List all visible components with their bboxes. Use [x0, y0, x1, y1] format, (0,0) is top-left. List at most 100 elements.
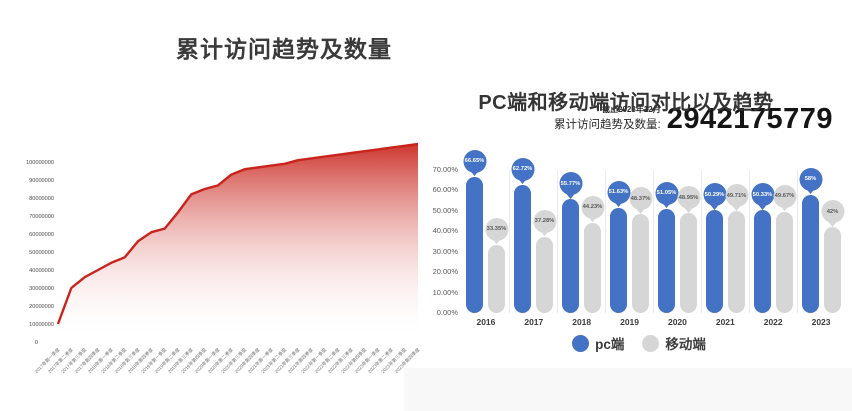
bar-y-axis: 0.00% 10.00% 20.00% 30.00% 40.00% 50.00% 60.00…	[428, 165, 458, 317]
mobile-bar-2018	[584, 222, 601, 313]
legend-label: pc端	[595, 337, 625, 352]
pc-bar-2019	[610, 207, 627, 313]
legend-marker-icon	[572, 334, 590, 352]
mobile-bar-col: 37.28%	[533, 170, 556, 313]
pc-bar-2021	[706, 210, 723, 313]
mobile-bar-2021	[728, 211, 745, 313]
value-balloon: 50.33%	[751, 183, 774, 207]
mobile-bar-2016	[488, 244, 505, 313]
value-balloon: 37.28%	[533, 209, 556, 233]
stat-label: 累计访问趋势及数量:	[554, 119, 661, 131]
y-tick-label: 60000000	[29, 232, 54, 238]
year-group-2017: 62.72% 37.28%	[509, 157, 557, 313]
legend-marker-icon	[642, 334, 660, 352]
bar-y-tick-label: 40.00%	[432, 226, 458, 236]
bar-y-tick-label: 70.00%	[432, 165, 458, 174]
year-label: 2022	[763, 317, 783, 327]
value-balloon: 48.95%	[677, 186, 700, 209]
pc-bar-2022	[754, 210, 771, 313]
mobile-bar-2022	[776, 211, 793, 313]
value-balloon: 49.67%	[773, 184, 796, 208]
bar-y-tick-label: 0.00%	[436, 308, 458, 317]
pc-bar-col: 50.33%	[751, 170, 774, 313]
year-label: 2018	[572, 317, 592, 327]
y-tick-label: 70000000	[29, 214, 54, 220]
year-group-2016: 66.65% 33.35%	[462, 149, 509, 313]
cumulative-stat: 截止2023年12月 累计访问趋势及数量: 2942175779	[554, 103, 833, 136]
mobile-bar-col: 42%	[821, 170, 844, 313]
bar-y-tick-label: 20.00%	[432, 267, 458, 277]
pc-bar-2023	[802, 194, 819, 313]
value-balloon: 48.37%	[629, 187, 652, 211]
mobile-bar-col: 49.67%	[773, 170, 796, 313]
year-group-2020: 51.05% 48.95%	[653, 170, 701, 313]
year-group-2019: 51.63% 48.37%	[605, 170, 653, 313]
pc-bar-2017	[514, 184, 531, 313]
bar-y-tick-label: 60.00%	[432, 185, 458, 195]
y-tick-label: 0	[35, 340, 38, 346]
year-label: 2016	[476, 317, 496, 327]
pc-bar-col: 55.77%	[559, 170, 582, 313]
stat-caption: 截止2023年12月	[602, 105, 661, 114]
value-balloon: 55.77%	[559, 172, 582, 196]
year-label: 2023	[811, 317, 831, 327]
cumulative-area-chart: 0 10000000 20000000 30000000 40000000 5000000…	[26, 142, 422, 375]
y-tick-label: 80000000	[29, 196, 54, 202]
mobile-bar-col: 48.37%	[629, 170, 652, 313]
mobile-bar-col: 33.35%	[485, 170, 508, 313]
year-label: 2019	[620, 317, 640, 327]
legend-item: pc端	[572, 333, 624, 353]
stat-value: 2942175779	[666, 103, 833, 136]
pc-bar-col: 51.05%	[655, 170, 678, 313]
legend: pc端 移动端	[426, 333, 852, 353]
value-balloon: 44.23%	[581, 195, 604, 219]
year-group-2018: 55.77% 44.23%	[557, 170, 605, 313]
year-label: 2017	[524, 317, 544, 327]
y-tick-label: 100000000	[26, 160, 54, 166]
footer-band	[404, 368, 852, 411]
mobile-bar-col: 48.95%	[677, 170, 700, 313]
pc-bar-col: 51.63%	[607, 170, 630, 313]
value-balloon: 51.05%	[655, 181, 678, 205]
area-fill	[58, 144, 418, 342]
value-balloon: 66.65%	[463, 149, 486, 173]
mobile-bar-2023	[824, 227, 841, 313]
year-group-2022: 50.33% 49.67%	[749, 170, 797, 313]
mobile-bar-2019	[632, 214, 649, 313]
mobile-bar-col: 49.71%	[725, 170, 748, 313]
mobile-bar-col: 44.23%	[581, 170, 604, 313]
left-chart-title: 累计访问趋势及数量	[176, 36, 392, 62]
y-tick-label: 90000000	[29, 178, 54, 184]
value-balloon: 42%	[821, 200, 844, 224]
legend-item: 移动端	[642, 333, 706, 353]
y-tick-label: 50000000	[29, 250, 54, 256]
value-balloon: 33.35%	[485, 217, 508, 241]
right-chart-title: PC端和移动端访问对比以及趋势	[478, 92, 774, 114]
year-label: 2021	[715, 317, 735, 327]
value-balloon: 49.71%	[725, 184, 748, 208]
year-group-2021: 50.29% 49.71%	[701, 170, 749, 313]
mobile-bar-2020	[680, 213, 697, 313]
y-tick-label: 10000000	[29, 322, 54, 328]
y-tick-label: 30000000	[29, 286, 54, 292]
value-balloon: 50.29%	[703, 183, 726, 207]
bar-plot-area: 66.65% 33.35% 62.72% 37.28% 55.77% 44.23% 51.6…	[462, 149, 845, 313]
bar-y-tick-label: 10.00%	[432, 287, 458, 297]
value-balloon: 62.72%	[511, 157, 534, 181]
y-tick-label: 20000000	[29, 304, 54, 310]
pc-bar-2018	[562, 199, 579, 313]
pc-bar-2020	[658, 208, 675, 313]
mobile-bar-2017	[536, 236, 553, 313]
pc-bar-col: 66.65%	[463, 149, 486, 313]
value-balloon: 58%	[799, 167, 822, 191]
bar-y-tick-label: 50.00%	[432, 205, 458, 215]
trend-line	[56, 142, 419, 325]
year-group-2023: 58% 42%	[797, 167, 845, 313]
year-label: 2020	[667, 317, 687, 327]
legend-label: 移动端	[665, 337, 706, 352]
pc-bar-col: 50.29%	[703, 170, 726, 313]
bar-x-axis: 2016 2017 2018 2019 2020 2021 2022 2023	[462, 317, 845, 327]
pc-bar-2016	[466, 176, 483, 313]
value-balloon: 51.63%	[607, 180, 630, 204]
